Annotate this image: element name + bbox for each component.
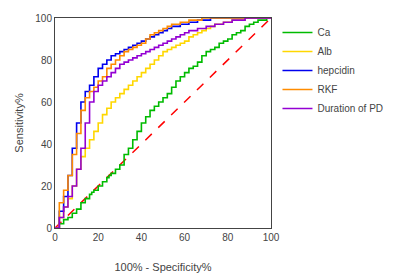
svg-text:Sensitivity%: Sensitivity% bbox=[13, 93, 25, 153]
svg-text:60: 60 bbox=[41, 97, 53, 108]
svg-text:40: 40 bbox=[136, 232, 148, 243]
svg-text:0: 0 bbox=[52, 232, 58, 243]
svg-text:20: 20 bbox=[41, 181, 53, 192]
svg-text:Alb: Alb bbox=[317, 46, 332, 57]
svg-text:20: 20 bbox=[93, 232, 105, 243]
svg-text:Duration of PD: Duration of PD bbox=[317, 103, 383, 114]
svg-text:80: 80 bbox=[222, 232, 234, 243]
svg-text:40: 40 bbox=[41, 139, 53, 150]
svg-text:100: 100 bbox=[35, 13, 52, 24]
svg-text:RKF: RKF bbox=[317, 84, 337, 95]
svg-text:60: 60 bbox=[179, 232, 191, 243]
svg-text:0: 0 bbox=[46, 223, 52, 234]
svg-text:Ca: Ca bbox=[317, 27, 330, 38]
svg-text:hepcidin: hepcidin bbox=[317, 65, 354, 76]
svg-text:100: 100 bbox=[263, 232, 280, 243]
svg-text:80: 80 bbox=[41, 55, 53, 66]
svg-text:100% - Specificity%: 100% - Specificity% bbox=[114, 261, 211, 273]
